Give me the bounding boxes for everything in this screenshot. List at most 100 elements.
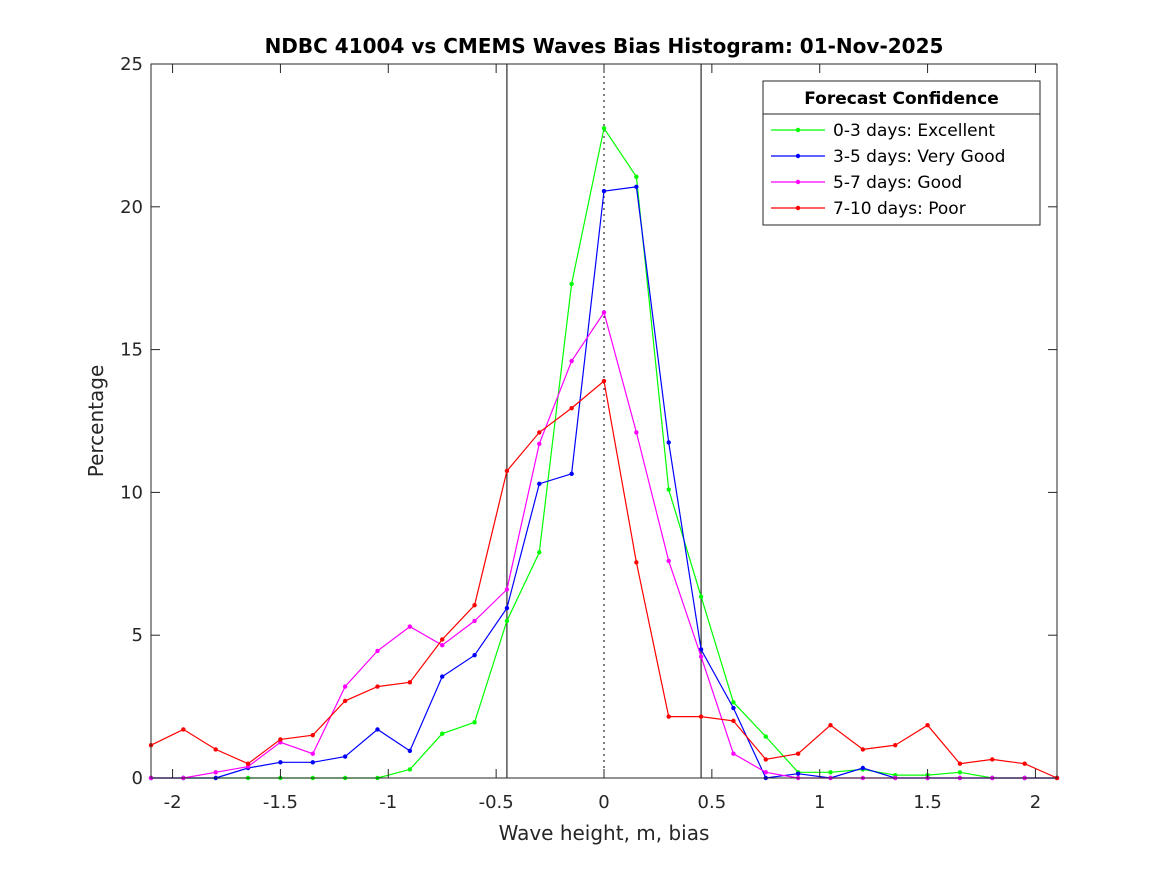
- data-point: [569, 471, 574, 477]
- data-point: [504, 605, 510, 611]
- data-point: [310, 760, 315, 765]
- data-point: [698, 594, 704, 599]
- data-point: [569, 358, 574, 364]
- data-point: [537, 550, 542, 555]
- data-point: [957, 770, 963, 775]
- data-point: [569, 281, 574, 287]
- data-point: [407, 624, 413, 629]
- chart-title: NDBC 41004 vs CMEMS Waves Bias Histogram…: [265, 34, 944, 58]
- data-point: [375, 684, 380, 689]
- data-point: [310, 732, 315, 738]
- y-tick-label: 20: [120, 197, 143, 218]
- data-point: [731, 751, 736, 756]
- legend-swatch-marker: [795, 205, 801, 211]
- data-point: [795, 771, 801, 776]
- data-point: [957, 761, 963, 766]
- legend-entry-0: 0-3 days: Excellent: [771, 121, 995, 141]
- series-3: [148, 378, 1060, 781]
- data-point: [181, 727, 186, 732]
- data-point: [504, 618, 510, 624]
- data-point: [537, 481, 542, 487]
- data-point: [440, 642, 445, 648]
- data-point: [990, 757, 995, 762]
- data-point: [634, 560, 639, 565]
- data-point: [795, 751, 801, 756]
- reference-lines: [506, 64, 702, 778]
- legend-entry-3: 7-10 days: Poor: [771, 199, 966, 219]
- data-point: [698, 654, 704, 659]
- data-point: [375, 648, 380, 654]
- data-point: [925, 722, 930, 728]
- y-tick-label: 10: [120, 482, 143, 503]
- legend-entries: 0-3 days: Excellent 3-5 days: Very Good 5-…: [771, 121, 1005, 219]
- legend-label: 0-3 days: Excellent: [833, 121, 995, 141]
- legend-label: 7-10 days: Poor: [833, 199, 966, 219]
- data-point: [213, 747, 218, 752]
- data-point: [666, 558, 671, 564]
- data-point: [342, 754, 348, 759]
- y-axis-label: Percentage: [84, 365, 108, 478]
- data-point: [472, 652, 477, 658]
- legend-entry-1: 3-5 days: Very Good: [771, 147, 1005, 167]
- data-point: [828, 770, 833, 775]
- legend: Forecast Confidence 0-3 days: Excellent 3…: [762, 80, 1041, 226]
- x-tick-label: 1: [814, 792, 825, 813]
- legend-swatch-marker: [795, 179, 801, 185]
- data-point: [763, 770, 768, 775]
- legend-label: 5-7 days: Good: [833, 173, 962, 193]
- legend-title: Forecast Confidence: [804, 89, 999, 109]
- x-tick-label: -1.5: [263, 792, 298, 813]
- y-tick-label: 15: [120, 340, 143, 361]
- y-tick-label: 25: [120, 54, 143, 75]
- legend-swatch-marker: [795, 127, 801, 133]
- data-point: [731, 718, 736, 724]
- data-point: [440, 674, 445, 679]
- x-tick-label: 0.5: [698, 792, 727, 813]
- data-point: [828, 722, 833, 728]
- data-point: [407, 680, 413, 685]
- data-point: [698, 714, 704, 719]
- data-point: [504, 587, 510, 592]
- data-point: [601, 126, 607, 131]
- x-tick-label: -1: [379, 792, 397, 813]
- data-point: [731, 705, 736, 711]
- data-point: [407, 748, 413, 754]
- x-tick-label: -2: [164, 792, 182, 813]
- data-point: [504, 468, 510, 474]
- legend-swatch-marker: [795, 153, 801, 159]
- data-point: [342, 684, 348, 689]
- data-point: [1022, 761, 1027, 766]
- data-point: [634, 174, 639, 180]
- data-point: [731, 700, 736, 705]
- legend-box: [762, 80, 1041, 226]
- x-tick-label: -0.5: [479, 792, 514, 813]
- data-point: [213, 770, 218, 775]
- data-point: [601, 310, 607, 315]
- data-point: [537, 430, 542, 435]
- data-point: [375, 727, 380, 732]
- data-point: [860, 747, 866, 752]
- x-tick-label: 0: [598, 792, 609, 813]
- data-point: [569, 405, 574, 411]
- data-point: [278, 760, 283, 765]
- data-point: [601, 378, 607, 384]
- data-point: [440, 637, 445, 642]
- data-point: [601, 188, 607, 194]
- data-point: [634, 430, 639, 435]
- x-axis-label: Wave height, m, bias: [499, 821, 710, 845]
- data-point: [472, 618, 477, 624]
- x-tick-label: 1.5: [913, 792, 942, 813]
- x-tick-label: 2: [1030, 792, 1041, 813]
- data-point: [440, 731, 445, 736]
- data-point: [407, 767, 413, 772]
- data-point: [698, 647, 704, 652]
- data-point: [634, 184, 639, 190]
- data-point: [472, 720, 477, 725]
- data-point: [893, 742, 898, 748]
- data-point: [666, 714, 671, 719]
- data-point: [537, 441, 542, 447]
- y-tick-label: 0: [132, 768, 143, 789]
- data-point: [763, 734, 768, 739]
